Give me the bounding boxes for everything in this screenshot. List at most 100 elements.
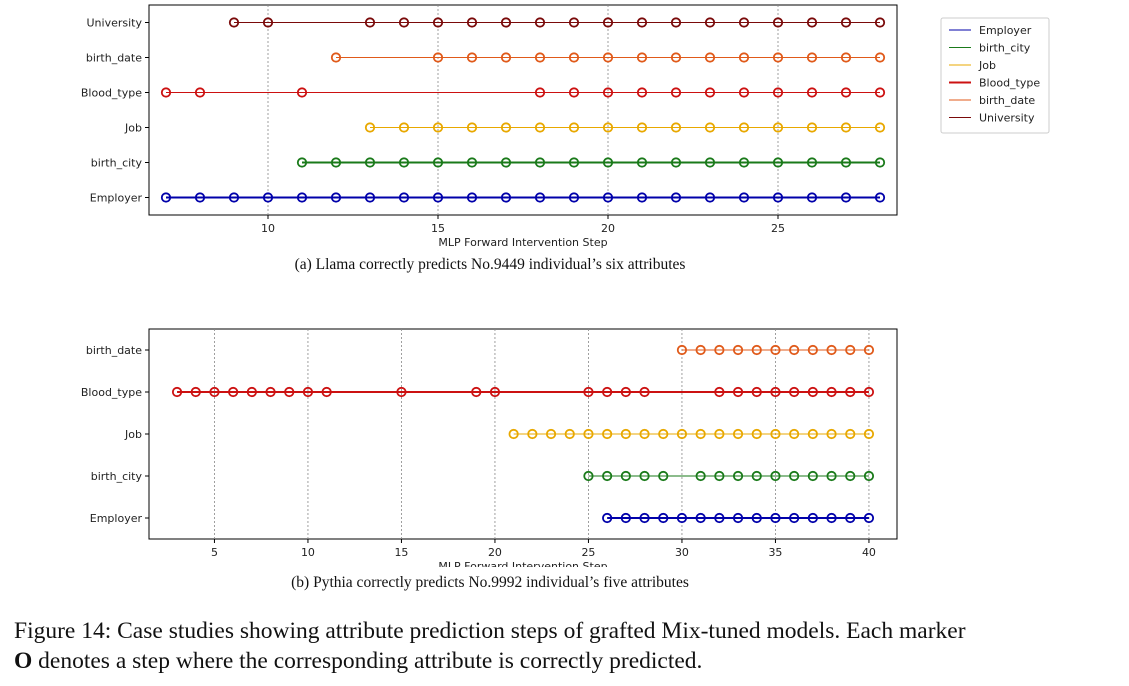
data-point	[620, 470, 631, 482]
data-point	[228, 386, 239, 398]
data-point	[639, 512, 650, 524]
y-tick-label: Employer	[90, 192, 143, 205]
data-point	[534, 157, 546, 168]
data-point	[602, 122, 614, 133]
figure-caption: Figure 14: Case studies showing attribut…	[14, 616, 1124, 676]
data-point	[321, 386, 332, 398]
data-point	[770, 386, 781, 398]
data-point	[658, 470, 669, 482]
data-point	[714, 344, 725, 356]
data-point	[732, 470, 744, 482]
data-point	[738, 87, 750, 98]
data-point	[602, 386, 613, 398]
x-tick-label: 5	[211, 546, 218, 559]
figure-caption-marker: O	[14, 648, 33, 674]
data-point	[500, 122, 512, 133]
data-point	[874, 87, 886, 98]
data-point	[695, 428, 706, 440]
data-point	[568, 192, 580, 203]
legend-label: Blood_type	[979, 77, 1040, 90]
data-point	[296, 87, 308, 98]
data-point	[620, 512, 631, 524]
data-point	[806, 87, 818, 98]
data-point	[751, 470, 762, 482]
data-point	[732, 344, 744, 356]
data-point	[670, 192, 682, 203]
data-point	[732, 386, 744, 398]
data-point	[704, 17, 716, 28]
data-point	[545, 428, 557, 440]
y-tick-label: Blood_type	[81, 87, 142, 100]
data-point	[845, 386, 856, 398]
data-point	[807, 512, 818, 524]
data-point	[770, 512, 781, 524]
data-point	[751, 344, 762, 356]
x-tick-label: 25	[581, 546, 595, 559]
data-point	[863, 512, 875, 524]
data-point	[789, 428, 800, 440]
data-point	[432, 192, 444, 203]
data-point	[770, 344, 781, 356]
data-point	[658, 428, 669, 440]
data-point	[500, 17, 512, 28]
caption-a: (a) Llama correctly predicts No.9449 ind…	[294, 256, 686, 273]
data-point	[806, 17, 818, 28]
data-point	[714, 470, 725, 482]
data-point	[302, 386, 314, 398]
data-point	[826, 428, 837, 440]
data-point	[364, 17, 376, 28]
data-point	[874, 192, 886, 203]
data-point	[772, 87, 784, 98]
x-tick-label: 10	[301, 546, 315, 559]
data-point	[466, 122, 478, 133]
x-axis-label: MLP Forward Intervention Step	[438, 560, 607, 567]
data-point	[738, 17, 750, 28]
y-tick-label: birth_date	[86, 344, 142, 357]
data-point	[826, 344, 837, 356]
data-point	[840, 52, 852, 63]
data-point	[751, 428, 762, 440]
data-point	[583, 428, 594, 440]
data-point	[826, 512, 837, 524]
data-point	[695, 470, 706, 482]
y-tick-label: Employer	[90, 512, 143, 525]
data-point	[190, 386, 201, 398]
data-point	[670, 17, 682, 28]
data-point	[466, 52, 478, 63]
data-point	[738, 52, 750, 63]
data-point	[364, 122, 376, 133]
data-point	[432, 17, 444, 28]
x-tick-label: 35	[768, 546, 782, 559]
data-point	[534, 52, 546, 63]
data-point	[171, 386, 183, 398]
data-point	[751, 386, 762, 398]
data-point	[583, 470, 594, 482]
data-point	[636, 52, 648, 63]
legend-label: Job	[978, 59, 996, 72]
data-point	[602, 52, 614, 63]
data-point	[471, 386, 482, 398]
data-point	[602, 87, 614, 98]
data-point	[704, 122, 716, 133]
data-point	[840, 122, 852, 133]
x-axis-label: MLP Forward Intervention Step	[438, 236, 607, 249]
data-point	[636, 122, 648, 133]
data-point	[534, 17, 546, 28]
data-point	[194, 192, 206, 203]
chart-b: 5 10 15 20 25 30 35 40 Employer birth_city Job Bloo…	[81, 328, 898, 567]
data-point	[807, 386, 818, 398]
data-point	[466, 157, 478, 168]
data-point	[432, 157, 444, 168]
data-point	[840, 87, 852, 98]
data-point	[704, 87, 716, 98]
data-point	[602, 428, 613, 440]
data-point	[396, 386, 407, 398]
figure-caption-line1: Figure 14: Case studies showing attribut…	[14, 618, 966, 644]
y-tick-label: Blood_type	[81, 386, 142, 399]
y-tick-label: birth_city	[91, 470, 143, 483]
data-point	[732, 512, 744, 524]
data-point	[568, 87, 580, 98]
data-point	[636, 87, 648, 98]
x-tick-label: 20	[601, 222, 615, 235]
data-point	[602, 157, 614, 168]
